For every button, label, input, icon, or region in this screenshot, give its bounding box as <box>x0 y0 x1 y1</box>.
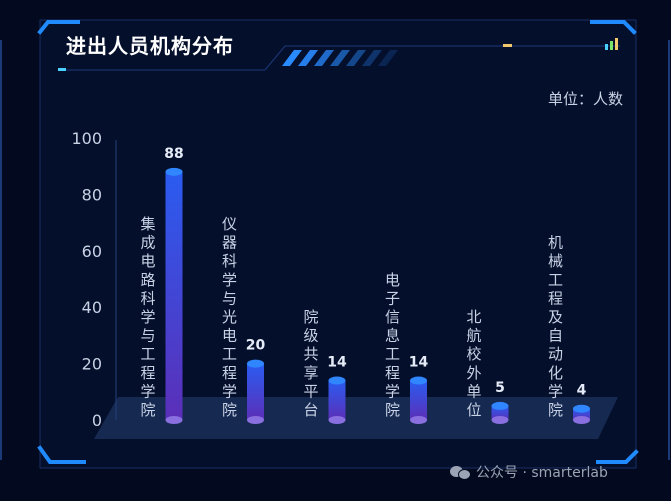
category-label-4: 北航校外单位 <box>466 308 481 419</box>
bar-body-2 <box>328 380 346 420</box>
bar-cap-1 <box>247 359 264 368</box>
bar-0: 88 集成电路科学与工程学院 <box>140 146 184 424</box>
panel-title: 进出人员机构分布 <box>66 34 234 58</box>
wechat-icon <box>450 464 471 480</box>
bar-3: 14 电子信息工程学院 <box>385 271 429 424</box>
value-label-5: 4 <box>577 383 587 399</box>
watermark: 公众号 · smarterlab <box>450 462 608 482</box>
category-label-5: 机械工程及自动化学院 <box>548 234 563 419</box>
value-label-0: 88 <box>164 146 183 162</box>
bar-base-1 <box>247 416 264 424</box>
bar-cap-2 <box>328 376 346 385</box>
bar-body-1 <box>247 363 264 420</box>
bar-body-4 <box>491 405 509 420</box>
category-label-3: 电子信息工程学院 <box>385 271 400 419</box>
bar-cap-5 <box>573 404 590 413</box>
bar-2: 14 院级共享平台 <box>303 308 347 424</box>
bar-base-0 <box>165 416 183 424</box>
bar-cap-3 <box>410 376 427 385</box>
bar-base-3 <box>410 416 427 424</box>
value-label-3: 14 <box>409 355 429 371</box>
bar-body-5 <box>573 408 590 420</box>
value-label-2: 14 <box>327 355 347 371</box>
category-label-0: 集成电路科学与工程学院 <box>140 215 155 419</box>
bar-base-4 <box>491 416 509 424</box>
bar-body-0 <box>165 171 183 420</box>
bar-1: 20 仪器科学与光电工程学院 <box>222 215 266 424</box>
bar-cap-4 <box>491 401 509 410</box>
bar-base-5 <box>573 416 590 424</box>
value-label-4: 5 <box>495 380 505 396</box>
y-tick-label-5: 100 <box>71 129 102 148</box>
y-tick-label-3: 60 <box>82 242 102 261</box>
value-label-1: 20 <box>246 338 266 354</box>
watermark-text: 公众号 · smarterlab <box>476 465 608 481</box>
y-tick-label-0: 0 <box>92 411 102 430</box>
bar-5: 4 机械工程及自动化学院 <box>548 234 590 424</box>
unit-label: 单位：人数 <box>547 90 623 108</box>
category-label-1: 仪器科学与光电工程学院 <box>222 215 237 419</box>
y-tick-label-1: 20 <box>82 355 102 374</box>
chart-platform <box>94 397 618 439</box>
bar-4: 5 北航校外单位 <box>466 308 509 424</box>
y-tick-label-2: 40 <box>82 298 102 317</box>
bar-base-2 <box>328 416 346 424</box>
bar-body-3 <box>410 380 427 420</box>
bar-cap-0 <box>165 167 183 176</box>
category-label-2: 院级共享平台 <box>303 308 318 419</box>
y-tick-label-4: 80 <box>82 185 102 204</box>
